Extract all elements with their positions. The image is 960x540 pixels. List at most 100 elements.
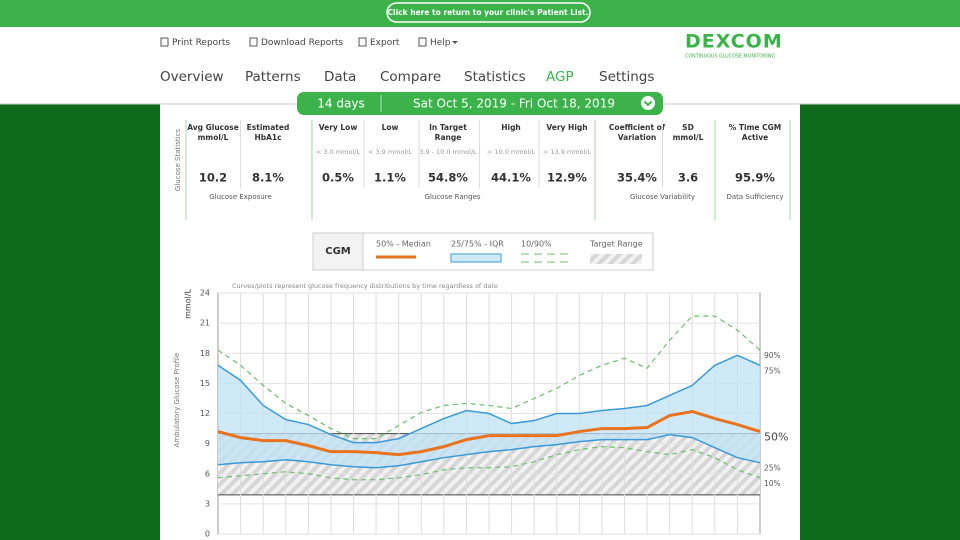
- column-header: HbA1c: [254, 133, 281, 142]
- y-tick-label: 12: [200, 409, 210, 418]
- y-tick-label: 9: [205, 439, 210, 448]
- legend-swatch: [590, 254, 642, 264]
- legend: CGM 50% - Median 25/75% - IQR 10/90% Target …: [312, 232, 654, 271]
- stats-table: Avg Glucosemmol/L10.2EstimatedHbA1c8.1%G…: [185, 120, 791, 220]
- group-label: Glucose Ranges: [425, 193, 481, 201]
- column-header: % Time CGM: [729, 123, 781, 132]
- y-axis-unit: mmol/L: [184, 289, 193, 319]
- return-button[interactable]: [386, 2, 591, 23]
- legend-title: CGM: [325, 246, 351, 257]
- legend-swatch: [450, 253, 502, 263]
- group-label: Data Sufficiency: [726, 193, 783, 201]
- agp-chart: Curves/plots represent glucose frequency…: [173, 282, 788, 539]
- percentile-label: 75%: [764, 366, 781, 375]
- column-value: 0.5%: [322, 171, 354, 185]
- column-range: 3.9 - 10.0 mmol/L: [419, 148, 477, 156]
- column-range: > 10.0 mmol/L: [487, 148, 536, 156]
- toolbar-item[interactable]: Print Reports: [172, 38, 230, 48]
- legend-item: Target Range: [589, 240, 643, 249]
- column-value: 54.8%: [428, 171, 468, 185]
- date-range[interactable]: Sat Oct 5, 2019 - Fri Oct 18, 2019: [413, 97, 615, 111]
- y-tick-label: 6: [205, 469, 210, 478]
- chevron-icon: [643, 100, 653, 107]
- percentile-line: [217, 354, 761, 444]
- legend-item: 25/75% - IQR: [451, 240, 504, 249]
- caret-icon: [452, 41, 458, 44]
- column-value: 10.2: [199, 171, 227, 185]
- legend-item: 10/90%: [521, 240, 552, 249]
- column-range: > 13.9 mmol/L: [543, 148, 592, 156]
- y-tick-label: 18: [200, 349, 210, 358]
- nav-tab[interactable]: Settings: [599, 69, 654, 85]
- column-value: 12.9%: [547, 171, 587, 185]
- nav-tab[interactable]: Statistics: [464, 69, 526, 85]
- toolbar-item[interactable]: Download Reports: [261, 38, 343, 48]
- column-value: 95.9%: [735, 171, 775, 185]
- column-header: Variation: [618, 133, 656, 142]
- nav-tab[interactable]: AGP: [546, 69, 574, 85]
- nav-tab[interactable]: Patterns: [245, 69, 301, 85]
- stats-side-label: Glucose Statistics: [174, 129, 182, 191]
- column-header: In Target: [429, 123, 467, 132]
- column-value: 1.1%: [374, 171, 406, 185]
- legend-title-box: [312, 232, 364, 271]
- date-period[interactable]: 14 days: [317, 97, 364, 111]
- nav-tabs: Overview Patterns Data Compare Statistics AGP…: [160, 69, 654, 85]
- toolbar: Print Reports Download Reports Export Help: [160, 37, 458, 48]
- return-button-label[interactable]: Click here to return to your clinic's Pa…: [388, 8, 589, 17]
- column-header: mmol/L: [198, 133, 229, 142]
- y-tick-label: 24: [200, 289, 210, 298]
- header: [0, 27, 960, 104]
- chart-side-label: Ambulatory Glucose Profile: [173, 353, 181, 448]
- column-header: Avg Glucose: [187, 123, 239, 132]
- legend-swatch: [521, 253, 571, 263]
- column-header: Active: [742, 133, 768, 142]
- toolbar-icon[interactable]: [358, 37, 367, 47]
- date-dropdown[interactable]: [641, 96, 655, 110]
- percentile-label: 25%: [764, 464, 781, 473]
- toolbar-icon[interactable]: [160, 37, 169, 47]
- nav-tab[interactable]: Data: [324, 69, 356, 85]
- column-value: 8.1%: [252, 171, 284, 185]
- column-value: 3.6: [678, 171, 698, 185]
- column-value: 44.1%: [491, 171, 531, 185]
- percentile-line: [217, 433, 761, 469]
- y-tick-label: 3: [205, 499, 210, 508]
- column-header: Estimated: [247, 123, 290, 132]
- group-label: Glucose Variability: [630, 193, 695, 201]
- nav-tab[interactable]: Overview: [160, 69, 224, 85]
- percentile-label: 90%: [764, 351, 781, 360]
- percentile-line: [217, 409, 761, 457]
- column-header: Low: [382, 123, 399, 132]
- column-header: Coefficient of: [609, 123, 666, 132]
- column-range: < 3.9 mmol/L: [368, 148, 413, 156]
- column-value: 35.4%: [617, 171, 657, 185]
- column-header: Very High: [546, 123, 587, 132]
- percentile-line: [217, 315, 761, 440]
- date-selector[interactable]: [297, 92, 663, 115]
- column-header: Range: [435, 133, 462, 142]
- y-tick-label: 0: [205, 530, 210, 539]
- column-header: mmol/L: [673, 133, 704, 142]
- percentile-label: 10%: [764, 479, 781, 488]
- percentile-label: 50%: [764, 431, 788, 444]
- column-header: High: [501, 123, 521, 132]
- column-header: SD: [682, 123, 694, 132]
- legend-item: 50% - Median: [376, 240, 431, 249]
- toolbar-icon[interactable]: [249, 37, 258, 47]
- y-tick-label: 15: [200, 379, 210, 388]
- chart-subtitle: Curves/plots represent glucose frequency…: [232, 282, 498, 290]
- column-range: < 3.0 mmol/L: [316, 148, 361, 156]
- percentile-line: [217, 446, 761, 481]
- y-tick-label: 21: [200, 319, 210, 328]
- group-label: Glucose Exposure: [209, 193, 272, 201]
- toolbar-item[interactable]: Help: [430, 38, 451, 48]
- toolbar-icon[interactable]: [418, 37, 427, 47]
- logo: DEXCOM: [685, 31, 783, 53]
- logo-tagline: CONTINUOUS GLUCOSE MONITORING: [685, 54, 775, 60]
- toolbar-item[interactable]: Export: [370, 38, 400, 48]
- column-header: Very Low: [319, 123, 358, 132]
- nav-tab[interactable]: Compare: [380, 69, 441, 85]
- group-border: [714, 120, 791, 220]
